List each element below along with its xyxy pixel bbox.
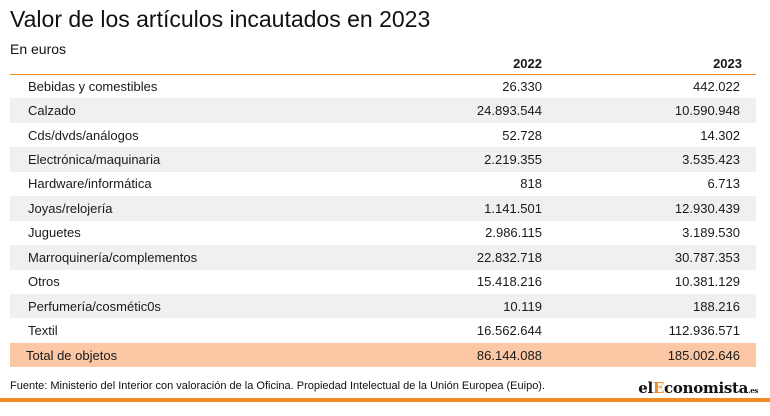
table-row: Perfumería/cosmétic0s 10.119 188.216 (10, 293, 756, 319)
row-value-2023: 30.787.353 (556, 245, 756, 270)
column-header-2022: 2022 (336, 52, 556, 75)
row-value-2023: 6.713 (707, 176, 740, 192)
row-value-2023: 3.535.423 (556, 147, 756, 172)
row-category: Electrónica/maquinaria (10, 147, 336, 172)
row-value-2022: 15.418.216 (476, 274, 542, 290)
row-category: Cds/dvds/análogos (28, 127, 139, 143)
table-row: Electrónica/maquinaria 2.219.355 3.535.423 (10, 147, 756, 172)
row-value-2023: 10.590.948 (556, 98, 756, 123)
column-header-category (10, 52, 336, 75)
row-value-2023: 188.216 (556, 293, 756, 319)
total-value-2023: 185.002.646 (556, 342, 756, 368)
logo-part-conomista: conomista (664, 379, 749, 397)
table-row: Hardware/informática 818 6.713 (10, 172, 756, 196)
row-category: Juguetes (28, 225, 81, 241)
row-category: Perfumería/cosmétic0s (10, 293, 336, 319)
row-category: Otros (28, 274, 60, 290)
table-header-row: 2022 2023 (10, 52, 756, 75)
row-value-2023: 112.936.571 (668, 323, 740, 339)
row-category: Textil (28, 323, 58, 339)
row-value-2023: 3.189.530 (682, 225, 740, 241)
row-value-2023: 10.381.129 (674, 274, 740, 290)
source-note: Fuente: Ministerio del Interior con valo… (10, 380, 546, 392)
row-category: Hardware/informática (28, 176, 152, 192)
table-row: Cds/dvds/análogos 52.728 14.302 (10, 123, 756, 147)
row-value-2022: 52.728 (502, 127, 542, 143)
eleconomista-logo: elEconomista.es (638, 379, 758, 397)
row-category: Calzado (10, 98, 336, 123)
row-value-2023: 442.022 (693, 78, 740, 94)
table-row: Textil 16.562.644 112.936.571 (10, 318, 756, 342)
chart-title: Valor de los artículos incautados en 202… (10, 6, 431, 32)
row-category: Joyas/relojería (10, 196, 336, 221)
bottom-bar (0, 402, 770, 416)
row-value-2022: 22.832.718 (336, 245, 556, 270)
table-row: Bebidas y comestibles 26.330 442.022 (10, 74, 756, 98)
row-value-2023: 14.302 (700, 127, 740, 143)
row-value-2022: 2.219.355 (336, 147, 556, 172)
row-category: Marroquinería/complementos (10, 245, 336, 270)
row-value-2022: 26.330 (502, 78, 542, 94)
row-value-2022: 1.141.501 (336, 196, 556, 221)
total-category: Total de objetos (10, 342, 336, 368)
row-value-2022: 16.562.644 (476, 323, 542, 339)
table-row: Otros 15.418.216 10.381.129 (10, 270, 756, 294)
table-body: Bebidas y comestibles 26.330 442.022 Calzad… (10, 74, 756, 368)
bottom-accent-line (0, 398, 770, 402)
logo-part-es: .es (748, 386, 758, 395)
row-value-2022: 2.986.115 (485, 225, 542, 241)
logo-part-e: E (652, 379, 665, 397)
logo-part-el: el (638, 379, 653, 397)
table-row: Calzado 24.893.544 10.590.948 (10, 98, 756, 123)
column-header-2023: 2023 (556, 52, 756, 75)
total-row: Total de objetos 86.144.088 185.002.646 (10, 342, 756, 368)
row-category: Bebidas y comestibles (28, 78, 158, 94)
table-row: Joyas/relojería 1.141.501 12.930.439 (10, 196, 756, 221)
table-row: Juguetes 2.986.115 3.189.530 (10, 221, 756, 245)
row-value-2022: 10.119 (336, 293, 556, 319)
table-row: Marroquinería/complementos 22.832.718 30.7… (10, 245, 756, 270)
row-value-2023: 12.930.439 (556, 196, 756, 221)
data-table: 2022 2023 Bebidas y comestibles 26.330 442… (10, 52, 756, 368)
row-value-2022: 818 (520, 176, 542, 192)
row-value-2022: 24.893.544 (336, 98, 556, 123)
total-value-2022: 86.144.088 (336, 342, 556, 368)
